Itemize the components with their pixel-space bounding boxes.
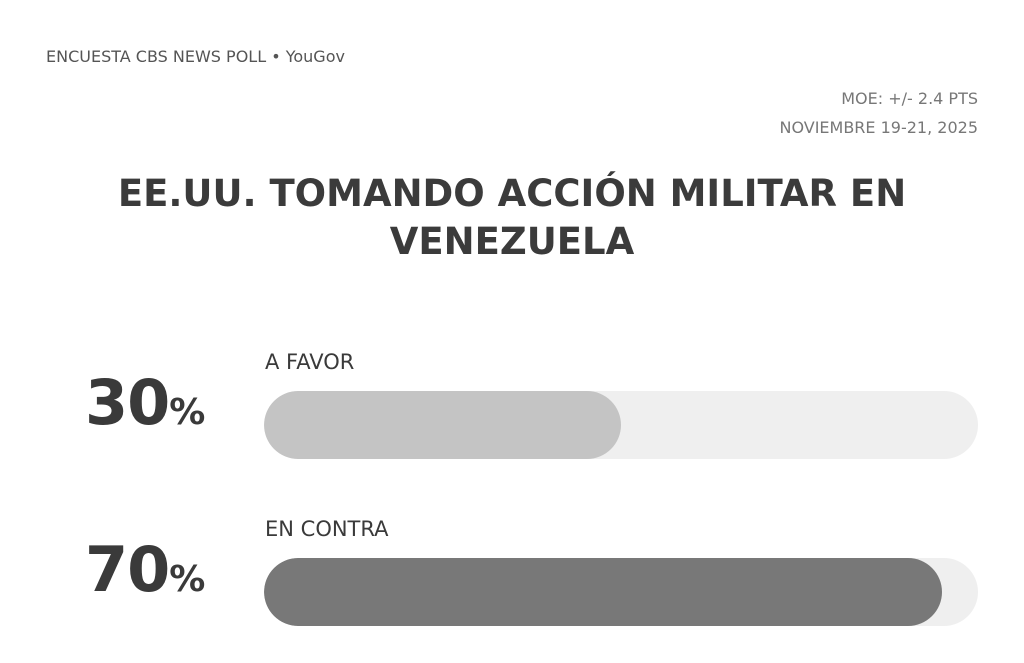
chart-title: EE.UU. TOMANDO ACCIÓN MILITAR EN VENEZUE… (117, 172, 907, 263)
percent-number-en-contra: 70 (85, 533, 170, 606)
bar-track-en-contra (264, 558, 978, 626)
percent-value-en-contra: 70% (85, 537, 205, 603)
bar-row-en-contra: 70% EN CONTRA (0, 512, 1024, 626)
bar-label-en-contra: EN CONTRA (265, 517, 389, 541)
poll-dates: NOVIEMBRE 19-21, 2025 (779, 118, 978, 137)
source-line: ENCUESTA CBS NEWS POLL • YouGov (46, 47, 345, 66)
bar-fill-a-favor (264, 391, 621, 459)
margin-of-error: MOE: +/- 2.4 PTS (841, 89, 978, 108)
bar-track-a-favor (264, 391, 978, 459)
bar-label-a-favor: A FAVOR (265, 350, 355, 374)
percent-sign-en-contra: % (169, 559, 206, 600)
percent-value-a-favor: 30% (85, 370, 205, 436)
percent-number-a-favor: 30 (85, 366, 170, 439)
bar-fill-en-contra (264, 558, 942, 626)
percent-sign-a-favor: % (169, 392, 206, 433)
bar-row-a-favor: 30% A FAVOR (0, 345, 1024, 459)
